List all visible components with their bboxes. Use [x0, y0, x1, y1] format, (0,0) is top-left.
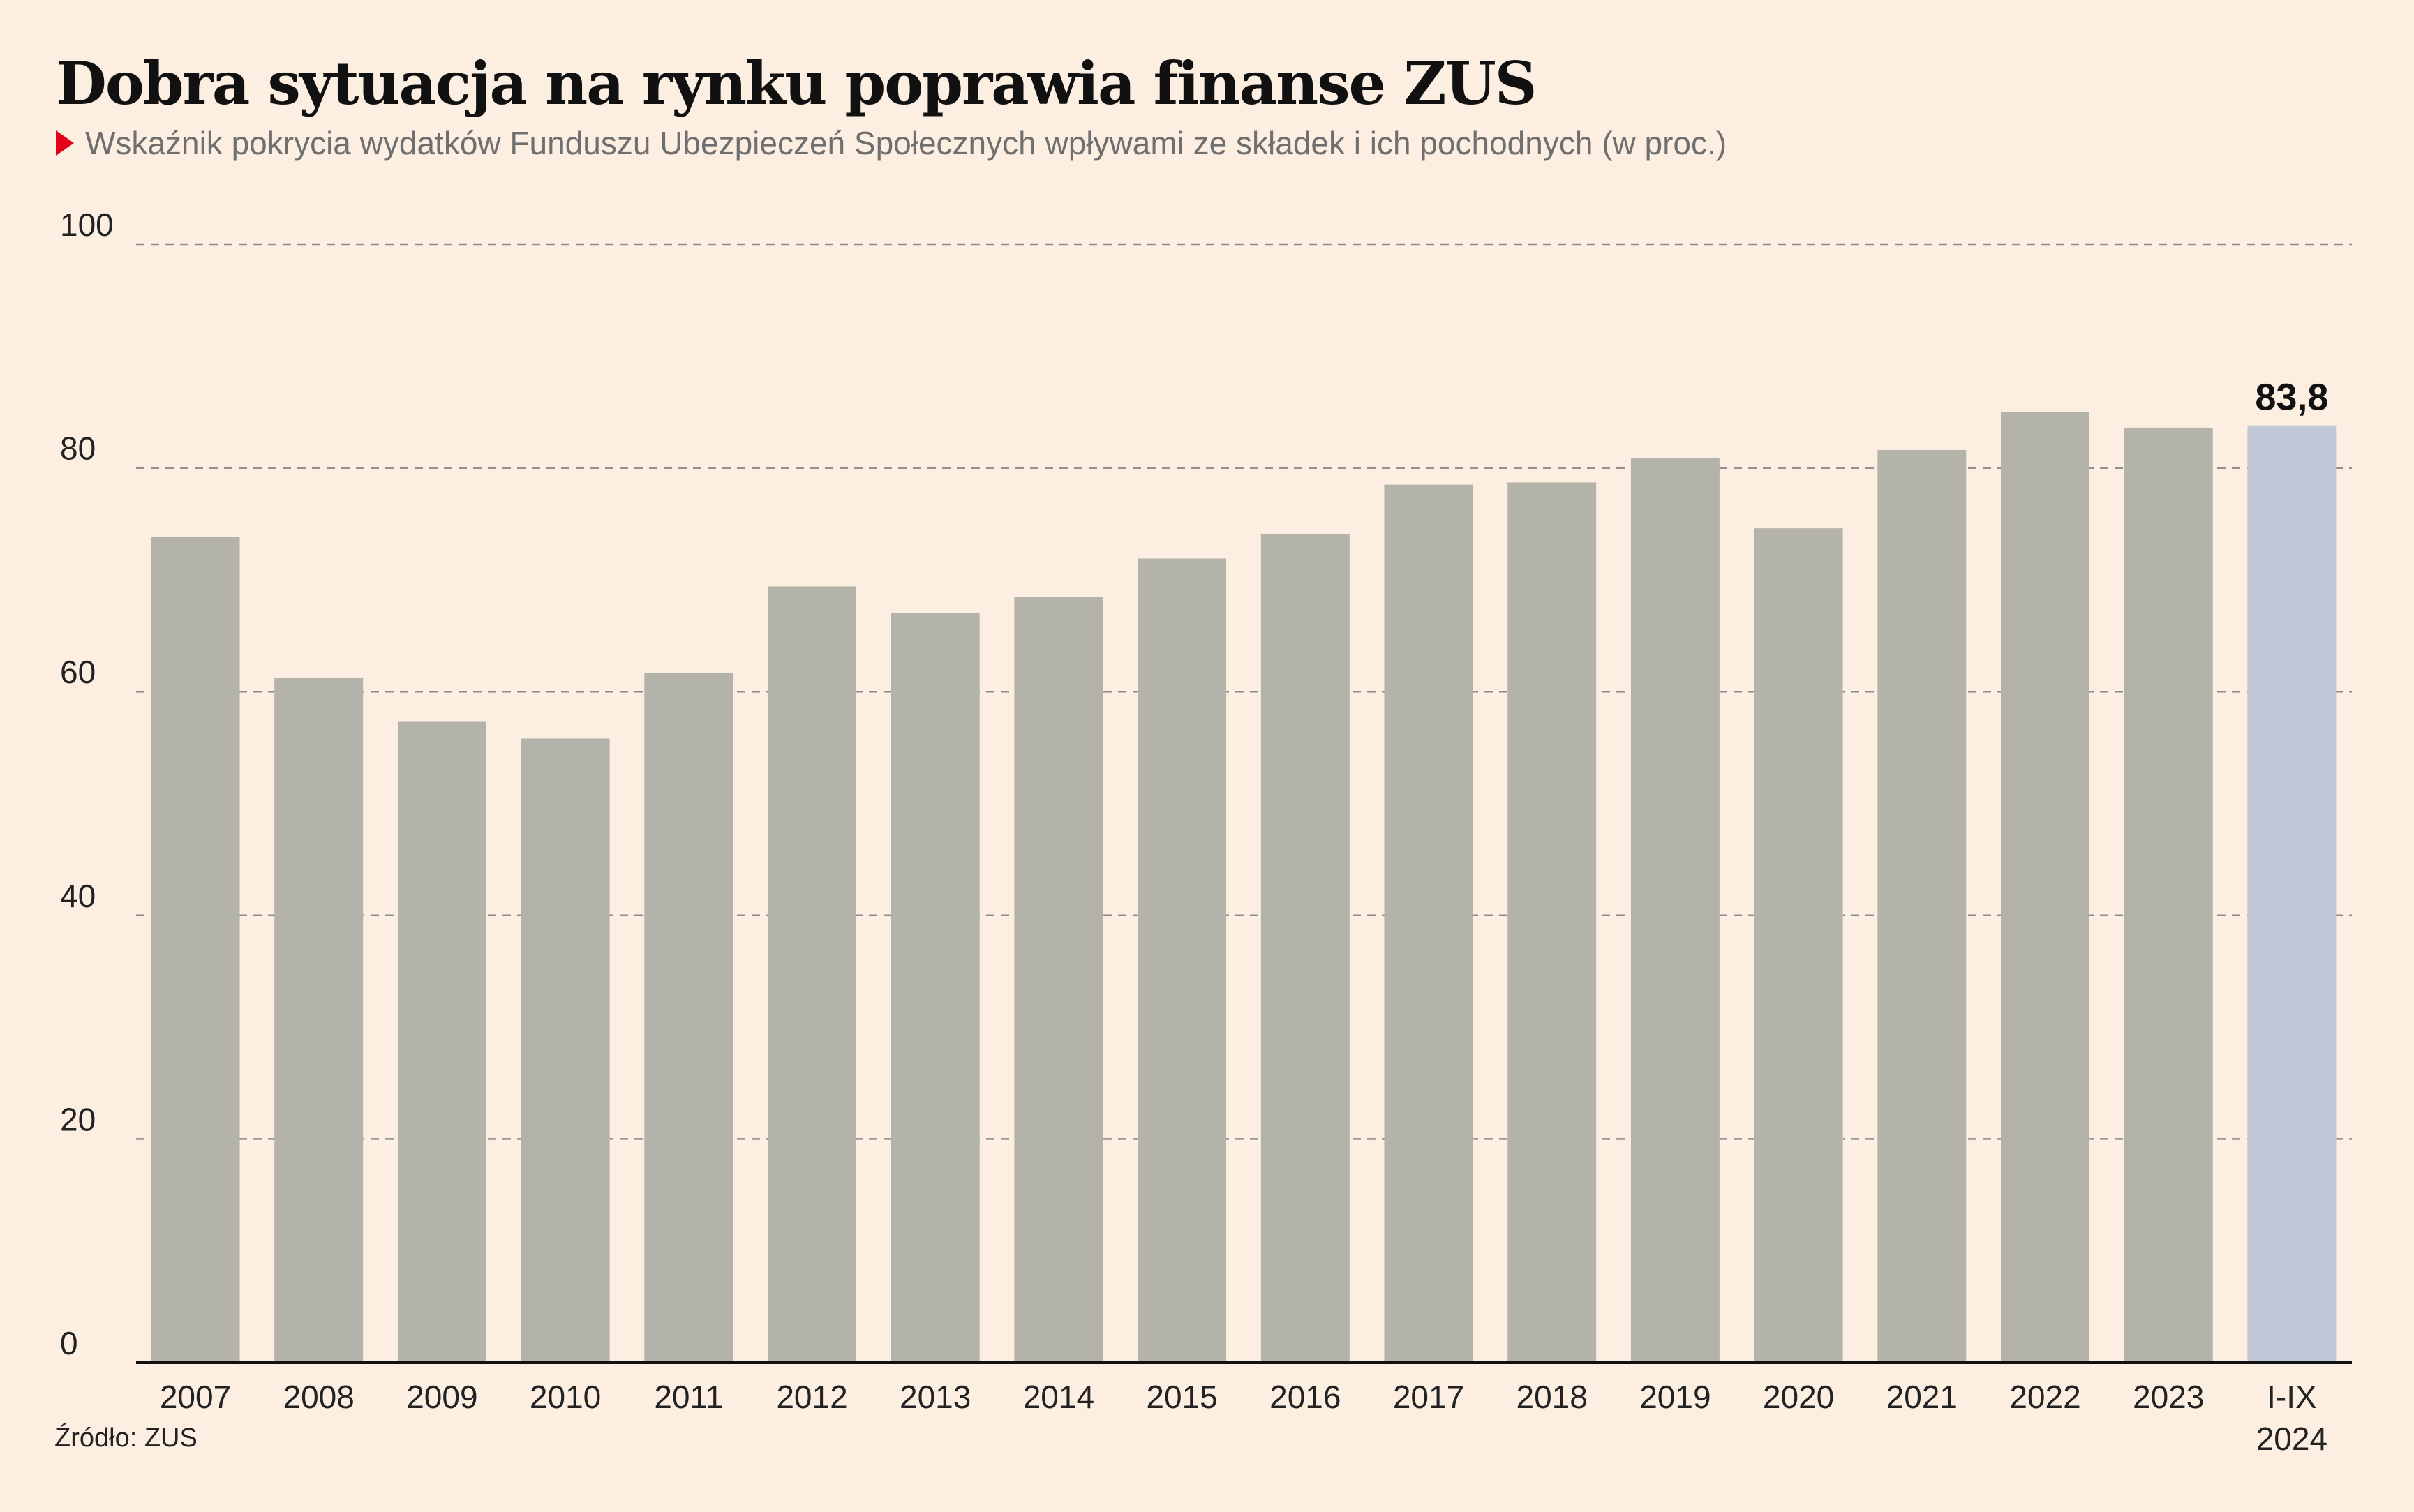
x-tick-label: 2017 [1393, 1379, 1464, 1415]
y-tick-label: 40 [60, 878, 96, 914]
x-tick-label: 2009 [406, 1379, 477, 1415]
bar [644, 672, 733, 1363]
x-tick-label: 2008 [283, 1379, 355, 1415]
bar [397, 721, 486, 1363]
x-tick-label: 2015 [1146, 1379, 1217, 1415]
bar [274, 678, 364, 1363]
x-tick-label: 2024 [2256, 1421, 2327, 1457]
bar [768, 586, 856, 1363]
bar [1507, 482, 1597, 1363]
bar [1260, 534, 1350, 1363]
chart-title: Dobra sytuacja na rynku poprawia finanse… [56, 49, 1537, 118]
bar [151, 537, 240, 1363]
red-triangle-icon [56, 130, 74, 156]
subtitle-row: Wskaźnik pokrycia wydatków Funduszu Ubez… [56, 124, 1727, 162]
bar [1877, 449, 1967, 1363]
bar [521, 738, 610, 1363]
highlight-value-label: 83,8 [2255, 377, 2328, 419]
x-tick-label: 2012 [776, 1379, 847, 1415]
chart-subtitle: Wskaźnik pokrycia wydatków Funduszu Ubez… [85, 125, 1727, 161]
bar [1014, 596, 1103, 1363]
bar [1754, 528, 1843, 1363]
bar [2124, 427, 2213, 1363]
bar [2001, 412, 2089, 1363]
x-tick-label: 2007 [160, 1379, 231, 1415]
y-tick-label: 80 [60, 431, 96, 467]
bar [1384, 484, 1473, 1363]
bar [1138, 558, 1227, 1363]
x-tick-label: I-IX [2267, 1379, 2317, 1415]
x-tick-label: 2016 [1269, 1379, 1341, 1415]
bar [1630, 458, 1720, 1363]
x-tick-label: 2013 [900, 1379, 971, 1415]
x-tick-label: 2020 [1763, 1379, 1834, 1415]
source-note: Źródło: ZUS [54, 1423, 198, 1453]
bar [2247, 425, 2337, 1363]
x-tick-label: 2021 [1886, 1379, 1958, 1415]
x-tick-label: 2023 [2133, 1379, 2204, 1415]
x-tick-label: 2010 [530, 1379, 601, 1415]
y-tick-label: 60 [60, 654, 96, 690]
y-tick-label: 100 [60, 207, 114, 243]
bar [891, 613, 980, 1363]
x-tick-label: 2022 [2009, 1379, 2080, 1415]
x-tick-label: 2011 [654, 1379, 723, 1415]
x-tick-label: 2019 [1639, 1379, 1711, 1415]
y-tick-label: 0 [60, 1325, 78, 1361]
y-tick-label: 20 [60, 1101, 96, 1137]
x-tick-label: 2018 [1517, 1379, 1588, 1415]
x-tick-label: 2014 [1023, 1379, 1094, 1415]
